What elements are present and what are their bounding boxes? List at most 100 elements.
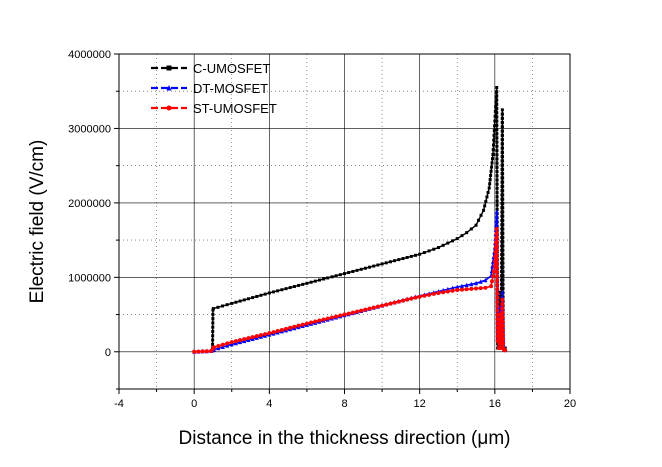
data-point: [495, 136, 499, 140]
data-point: [297, 283, 301, 287]
data-point: [495, 287, 500, 292]
legend-entry-st-umosfet: ST-UMOSFET: [151, 101, 277, 116]
data-point: [229, 340, 234, 345]
data-point: [495, 140, 499, 144]
data-point: [372, 264, 376, 268]
data-point: [405, 297, 410, 302]
data-point: [500, 306, 505, 311]
data-point: [279, 327, 284, 332]
data-point: [464, 287, 469, 292]
data-point: [503, 348, 508, 353]
data-point: [409, 296, 414, 301]
data-point: [216, 344, 221, 349]
data-point: [211, 317, 215, 321]
data-point: [501, 159, 505, 163]
y-tick-label: 2000000: [68, 198, 111, 210]
data-point: [495, 123, 499, 127]
x-tick-label: 20: [564, 398, 576, 410]
data-point: [400, 298, 405, 303]
data-point: [501, 240, 505, 244]
data-point: [459, 287, 464, 292]
data-point: [284, 287, 288, 291]
data-point: [304, 321, 309, 326]
data-point: [288, 325, 293, 330]
data-point: [500, 324, 505, 329]
data-point: [451, 239, 455, 243]
data-point: [301, 282, 305, 286]
data-point: [350, 310, 355, 315]
data-point: [380, 303, 385, 308]
data-point: [233, 339, 238, 344]
data-point: [418, 252, 422, 256]
legend-label: C-UMOSFET: [193, 61, 270, 76]
data-point: [501, 252, 505, 256]
data-point: [329, 315, 334, 320]
data-point: [501, 218, 505, 222]
data-point: [501, 155, 505, 159]
data-point: [501, 278, 505, 282]
data-point: [495, 157, 499, 161]
data-point: [371, 305, 376, 310]
data-point: [495, 153, 499, 157]
data-point: [417, 294, 422, 299]
data-point: [495, 207, 499, 211]
data-point: [317, 318, 322, 323]
data-point: [494, 231, 499, 236]
data-point: [330, 275, 334, 279]
data-point: [459, 283, 464, 289]
data-point: [313, 279, 317, 283]
data-point: [492, 138, 496, 142]
series-dt-mosfet: [192, 209, 508, 354]
data-point: [501, 227, 505, 231]
data-point: [500, 129, 504, 133]
data-point: [495, 265, 500, 270]
data-point: [494, 257, 499, 262]
data-point: [495, 115, 499, 119]
data-point: [495, 119, 499, 123]
data-point: [321, 317, 326, 322]
data-point: [280, 288, 284, 292]
data-point: [488, 182, 492, 186]
data-point: [469, 286, 474, 291]
data-point: [483, 204, 487, 208]
data-point: [309, 320, 314, 325]
data-point: [325, 316, 330, 321]
data-point: [230, 301, 234, 305]
legend: C-UMOSFET DT-MOSFET ST-UMOSFET: [151, 61, 277, 116]
data-point: [469, 227, 473, 231]
data-point: [494, 226, 499, 231]
y-tick-label: 1000000: [68, 272, 111, 284]
data-point: [494, 100, 498, 104]
x-tick-label: 12: [414, 398, 426, 410]
data-point: [500, 142, 504, 146]
data-point: [501, 193, 505, 197]
data-point: [225, 303, 229, 307]
data-point: [494, 244, 499, 249]
data-point: [441, 243, 445, 247]
data-point: [211, 321, 215, 325]
data-point: [493, 114, 497, 118]
data-point: [495, 102, 499, 106]
data-point: [225, 341, 230, 346]
data-point: [211, 338, 215, 342]
data-point: [368, 265, 372, 269]
data-point: [309, 280, 313, 284]
data-point: [501, 341, 506, 346]
data-point: [388, 260, 392, 264]
data-point: [500, 138, 504, 142]
legend-marker: [166, 85, 172, 91]
data-point: [490, 279, 495, 284]
data-point: [495, 128, 499, 132]
x-tick-label: 4: [266, 398, 272, 410]
data-point: [490, 161, 494, 165]
data-point: [501, 210, 505, 214]
data-point: [500, 116, 504, 120]
data-point: [427, 249, 431, 253]
data-point: [501, 287, 505, 290]
data-point: [495, 308, 500, 313]
data-point: [465, 231, 469, 235]
data-point: [211, 329, 215, 333]
data-point: [494, 213, 499, 219]
data-point: [267, 331, 272, 336]
